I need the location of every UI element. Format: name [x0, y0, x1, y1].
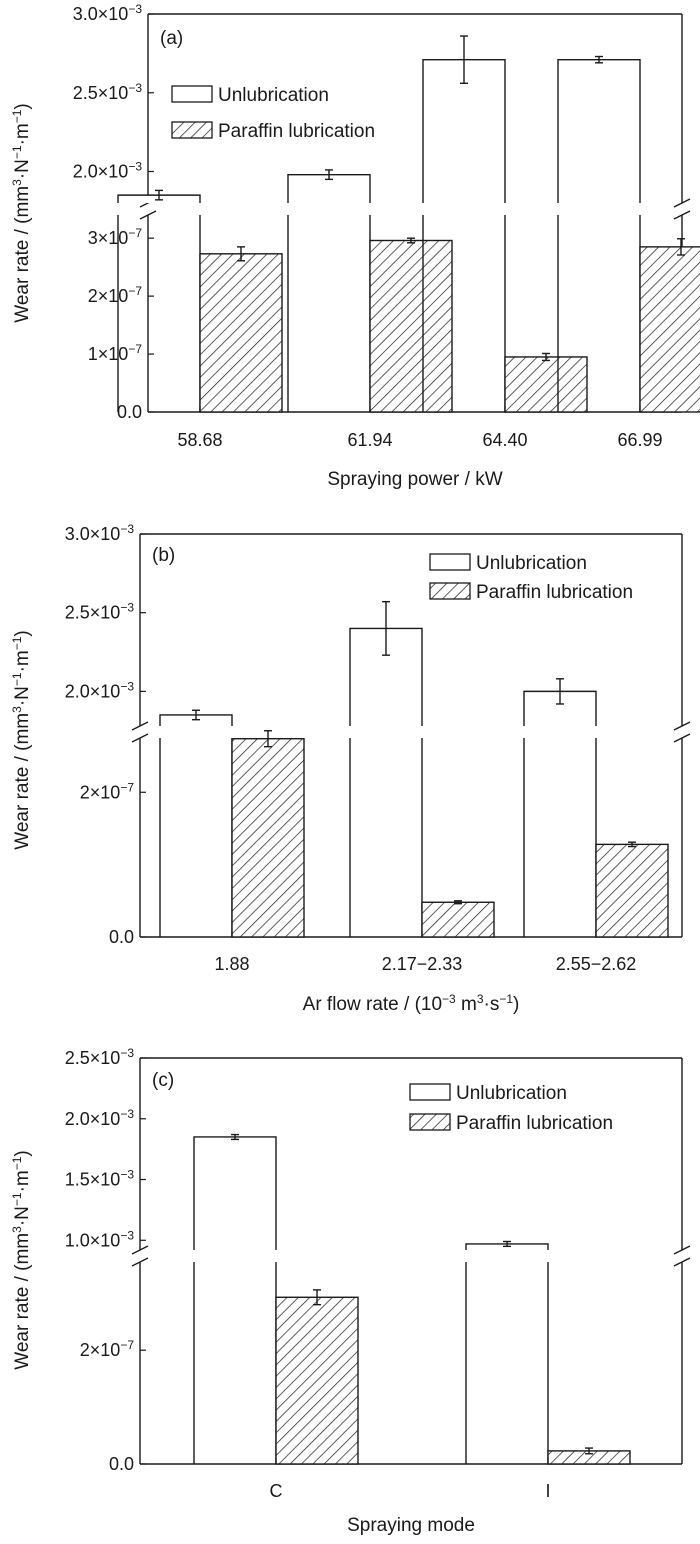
x-tick-label: 2.55−2.62: [556, 954, 637, 974]
legend-swatch-paraffin: [409, 1113, 451, 1131]
y-tick-label: 2.5×10−3: [73, 81, 143, 103]
axis-break-mark: [673, 721, 691, 731]
bar-unlubrication-lower: [287, 215, 371, 412]
legend-swatch-paraffin: [171, 121, 213, 139]
bar-unlubrication-upper: [557, 58, 641, 203]
legend-swatch-unlubrication: [409, 1083, 451, 1101]
x-tick-label: 61.94: [347, 430, 392, 450]
axis-break-mark: [673, 733, 691, 743]
bar-unlubrication-lower: [349, 738, 423, 937]
x-tick-label: 1.88: [214, 954, 249, 974]
axis-break-mark: [673, 198, 691, 208]
y-tick-label: 0.0: [109, 927, 134, 947]
bar-paraffin: [275, 1296, 359, 1465]
y-tick-label: 2.0×10−3: [65, 679, 135, 701]
bar-paraffin: [369, 239, 453, 413]
y-axis-title: Wear rate / (mm3·N−1·m−1): [10, 1150, 33, 1370]
y-tick-label: 2×10−7: [80, 1338, 135, 1360]
chart-panel-b: 2.0×10−3 2.5×10−3 3.0×10−3 0.0 2×10−7 1.88 2.1…: [10, 522, 691, 1015]
panel-label: (c): [152, 1070, 174, 1091]
x-axis-title: Spraying mode: [347, 1515, 475, 1536]
legend-label-paraffin: Paraffin lubrication: [476, 582, 633, 603]
chart-panel-c: 1.0×10−3 1.5×10−3 2.0×10−3 2.5×10−3 0.0 2×10−…: [10, 1046, 691, 1536]
bar-unlubrication-lower: [117, 215, 201, 412]
axis-break-mark: [673, 1245, 691, 1255]
x-tick-label: 2.17−2.33: [382, 954, 463, 974]
y-tick-label: 3.0×10−3: [73, 2, 143, 24]
bar-unlubrication-lower: [523, 738, 597, 937]
x-axis-title: Ar flow rate / (10−3 m3·s−1): [303, 992, 520, 1015]
x-tick-label: C: [270, 1481, 283, 1501]
bar-paraffin: [199, 253, 283, 413]
bar-paraffin: [231, 738, 305, 938]
y-tick-label: 1.5×10−3: [65, 1168, 135, 1190]
bar-paraffin: [421, 901, 495, 938]
axis-break-mark: [131, 721, 149, 731]
x-tick-label: 58.68: [177, 430, 222, 450]
panel-label: (a): [160, 28, 183, 49]
axis-break-mark: [131, 1245, 149, 1255]
legend-label-unlubrication: Unlubrication: [218, 85, 329, 106]
axis-break-mark: [131, 733, 149, 743]
legend-swatch-unlubrication: [429, 553, 471, 571]
axis-break-mark: [673, 1257, 691, 1267]
x-tick-label: 64.40: [482, 430, 527, 450]
bar-paraffin: [639, 246, 700, 413]
bar-unlubrication-lower: [159, 738, 233, 937]
x-tick-label: 66.99: [617, 430, 662, 450]
y-tick-label: 2×10−7: [88, 284, 143, 306]
y-axis-title: Wear rate / (mm3·N−1·m−1): [10, 103, 33, 323]
y-tick-label: 1.0×10−3: [65, 1228, 135, 1250]
legend-label-unlubrication: Unlubrication: [456, 1083, 567, 1104]
x-axis-title: Spraying power / kW: [327, 469, 502, 490]
y-tick-label: 2.0×10−3: [65, 1107, 135, 1129]
legend-label-paraffin: Paraffin lubrication: [456, 1113, 613, 1134]
y-tick-label: 1×10−7: [88, 342, 143, 364]
bar-paraffin: [595, 843, 669, 938]
x-tick-label: I: [545, 1481, 550, 1501]
bar-unlubrication-lower: [193, 1262, 277, 1464]
y-tick-label: 0.0: [117, 402, 142, 422]
legend-swatch-unlubrication: [171, 85, 213, 103]
bar-unlubrication-upper: [193, 1136, 277, 1250]
legend-label-unlubrication: Unlubrication: [476, 553, 587, 574]
axis-break-mark: [139, 210, 157, 220]
chart-panel-a: 2.0×10−3 2.5×10−3 3.0×10−3 0.0 1×10−7 2×10−7 3…: [10, 2, 700, 490]
panel-label: (b): [152, 545, 175, 566]
y-tick-label: 3.0×10−3: [65, 522, 135, 544]
y-tick-label: 0.0: [109, 1454, 134, 1474]
bar-unlubrication-lower: [465, 1262, 549, 1464]
axis-break-mark: [131, 1257, 149, 1267]
legend-label-paraffin: Paraffin lubrication: [218, 121, 375, 142]
y-tick-label: 2×10−7: [80, 780, 135, 802]
y-axis-title: Wear rate / (mm3·N−1·m−1): [10, 630, 33, 850]
y-tick-label: 2.0×10−3: [73, 160, 143, 182]
y-tick-label: 3×10−7: [88, 226, 143, 248]
y-tick-label: 2.5×10−3: [65, 601, 135, 623]
axis-break-mark: [673, 210, 691, 220]
bar-paraffin: [504, 356, 588, 413]
y-tick-label: 2.5×10−3: [65, 1046, 135, 1068]
legend-swatch-paraffin: [429, 582, 471, 600]
